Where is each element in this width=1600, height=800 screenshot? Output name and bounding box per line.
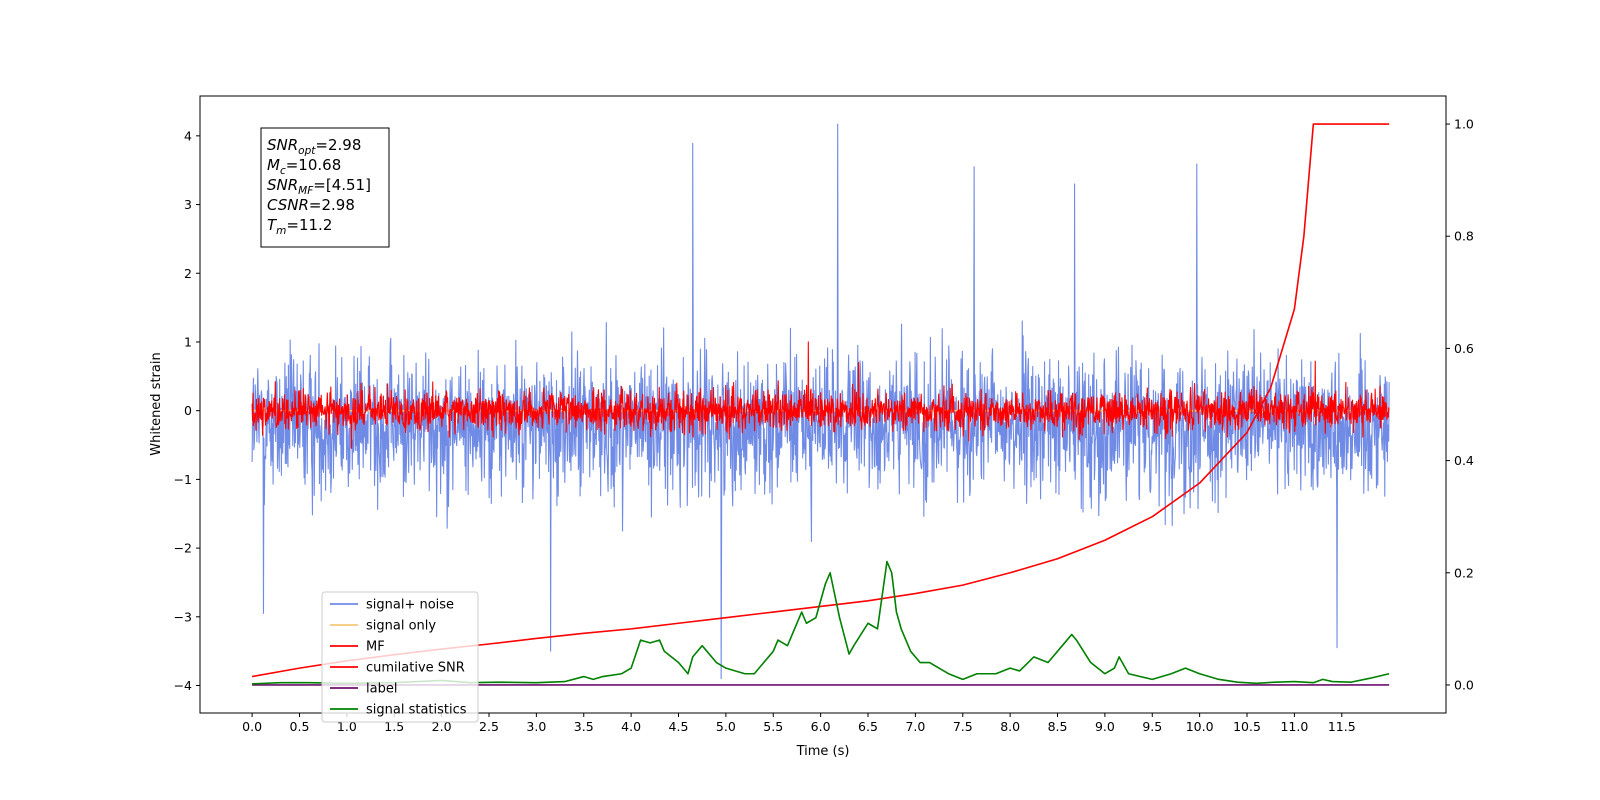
- annotation-line: SNRopt=2.98: [267, 136, 361, 157]
- x-tick-label: 7.0: [905, 719, 925, 734]
- y-tick-label: −2: [174, 541, 192, 556]
- y-tick-label: −3: [174, 609, 192, 624]
- x-tick-label: 5.5: [763, 719, 783, 734]
- y2-tick-label: 0.0: [1454, 677, 1474, 692]
- x-tick-label: 10.5: [1233, 719, 1261, 734]
- legend-label-mf: MF: [366, 640, 385, 655]
- x-tick-label: 5.0: [716, 719, 736, 734]
- x-tick-label: 0.0: [242, 719, 262, 734]
- x-tick-label: 3.5: [574, 719, 594, 734]
- legend: signal+ noise signal only MF cumilative SNR…: [321, 591, 479, 723]
- x-tick-label: 8.0: [1000, 719, 1020, 734]
- x-tick-label: 9.5: [1142, 719, 1162, 734]
- y-tick-label: 0: [184, 403, 192, 418]
- y-axis-label: Whitened strain: [149, 352, 164, 455]
- axes-frame: [199, 95, 1447, 714]
- annotation-line: Tm=11.2: [267, 216, 332, 237]
- y-tick-label: 3: [184, 197, 192, 212]
- y2-tick-label: 0.4: [1454, 453, 1474, 468]
- legend-label-signal-statistics: signal statistics: [366, 703, 467, 718]
- x-axis: 0.0 0.5 1.0 1.5 2.0 2.5 3.0 3.5 4.0 4.5 5.0 5.5 6.0 6…: [242, 713, 1356, 734]
- x-tick-label: 4.0: [621, 719, 641, 734]
- y-axis-right: 1.0 0.8 0.6 0.4 0.2 0.0: [1446, 117, 1474, 692]
- y2-tick-label: 0.8: [1454, 229, 1474, 244]
- series-line-mf: [251, 341, 1390, 450]
- series-line-signal-statistics: [252, 560, 1390, 685]
- x-tick-label: 7.5: [953, 719, 973, 734]
- x-tick-label: 9.0: [1095, 719, 1115, 734]
- legend-label-label: label: [366, 682, 397, 697]
- x-tick-label: 11.0: [1280, 719, 1308, 734]
- x-tick-label: 11.5: [1328, 719, 1356, 734]
- annotation-line: Mc=10.68: [267, 156, 341, 177]
- y-tick-label: −1: [174, 472, 192, 487]
- x-tick-label: 1.5: [384, 719, 404, 734]
- x-tick-label: 6.0: [811, 719, 831, 734]
- legend-label-signal-noise: signal+ noise: [366, 598, 454, 613]
- x-tick-label: 3.0: [526, 719, 546, 734]
- legend-label-signal-only: signal only: [366, 619, 436, 634]
- x-tick-label: 4.5: [669, 719, 689, 734]
- x-tick-label: 10.0: [1186, 719, 1214, 734]
- x-tick-label: 2.5: [479, 719, 499, 734]
- x-axis-label: Time (s): [796, 744, 850, 759]
- annotation-line: CSNR=2.98: [267, 196, 355, 214]
- annotation-line: SNRMF=[4.51]: [267, 176, 371, 197]
- legend-label-cumilative-snr: cumilative SNR: [366, 661, 465, 676]
- y2-tick-label: 1.0: [1454, 117, 1474, 132]
- x-tick-label: 2.0: [432, 719, 452, 734]
- legend-frame: [321, 591, 479, 723]
- y-tick-label: 4: [184, 128, 192, 143]
- annotation-box: SNRopt=2.98Mc=10.68SNRMF=[4.51]CSNR=2.98…: [260, 127, 390, 248]
- y-tick-label: 2: [184, 266, 192, 281]
- y2-tick-label: 0.2: [1454, 565, 1474, 580]
- y-tick-label: −4: [174, 678, 192, 693]
- y2-tick-label: 0.6: [1454, 341, 1474, 356]
- x-tick-label: 0.5: [290, 719, 310, 734]
- x-tick-label: 8.5: [1048, 719, 1068, 734]
- y-axis-left: 4 3 2 1 0 −1 −2 −3 −4: [174, 128, 200, 693]
- x-tick-label: 1.0: [337, 719, 357, 734]
- x-tick-label: 6.5: [858, 719, 878, 734]
- annotation-frame: [260, 127, 390, 248]
- y-tick-label: 1: [184, 334, 192, 349]
